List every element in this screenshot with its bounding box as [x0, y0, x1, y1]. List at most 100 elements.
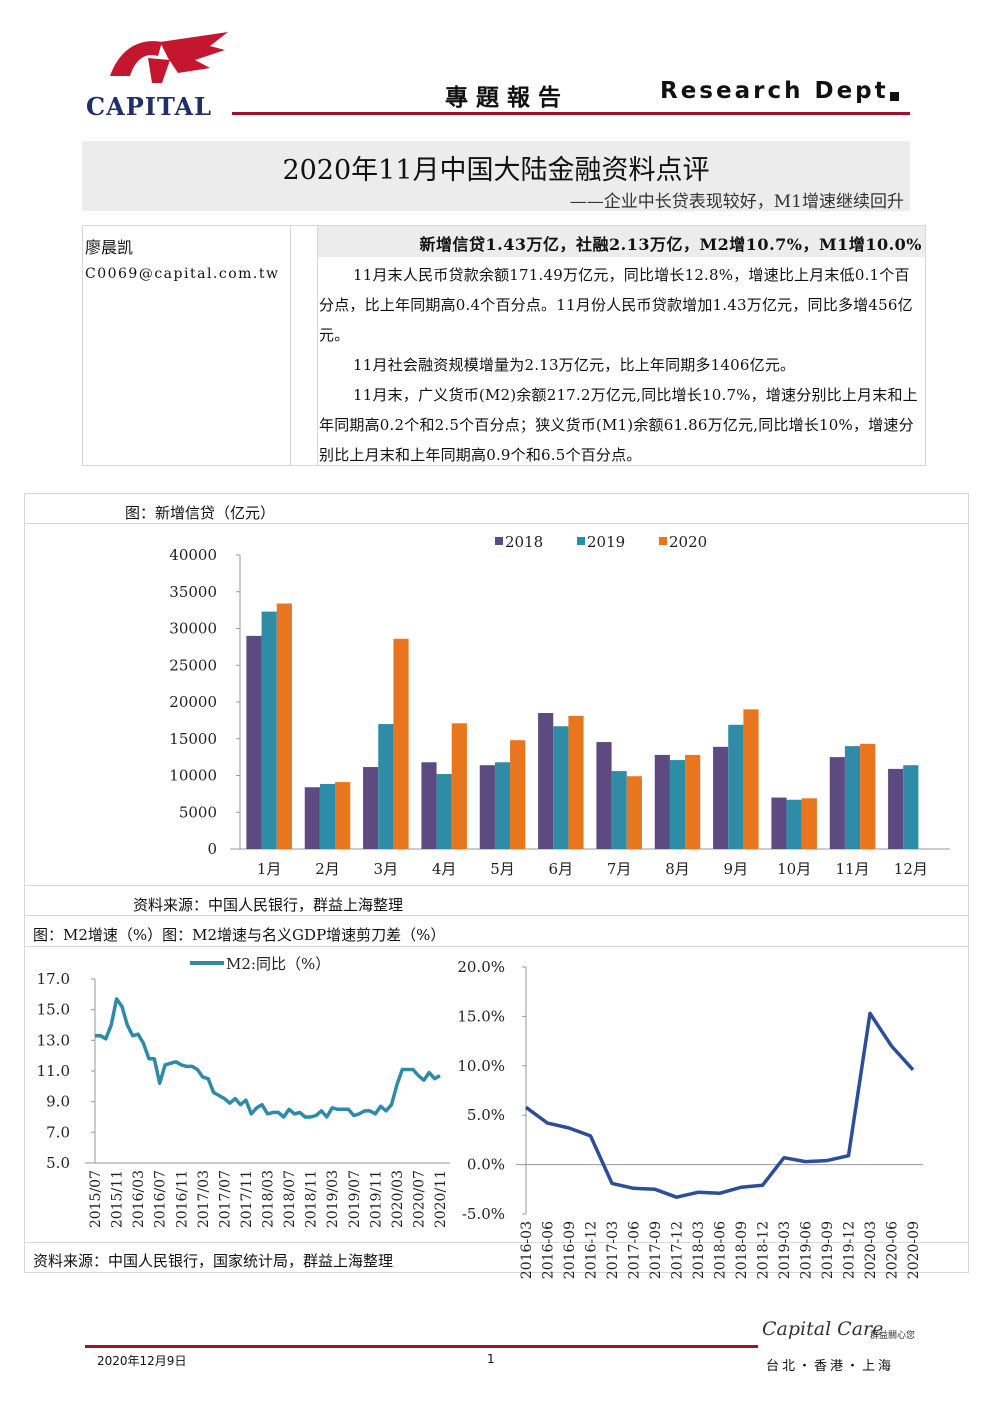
- y-tick-label: 30000: [169, 620, 217, 638]
- bar: [421, 762, 437, 849]
- x-tick-label: 2019/07: [347, 1170, 363, 1228]
- divider: [317, 225, 318, 466]
- y-tick-label: 5.0: [46, 1154, 70, 1172]
- bar: [829, 757, 845, 849]
- y-tick-label: 10.0%: [457, 1057, 505, 1075]
- x-tick-label: 2015/11: [110, 1170, 126, 1228]
- x-tick-label: 2017-12: [670, 1221, 686, 1279]
- bar: [451, 723, 467, 849]
- legend-label: M2:同比（%）: [226, 955, 330, 973]
- x-tick-label: 9月: [724, 860, 749, 878]
- x-tick-label: 2015/07: [88, 1170, 104, 1228]
- x-tick-label: 2017-03: [605, 1221, 621, 1279]
- x-tick-label: 2016-06: [541, 1221, 557, 1279]
- bar: [378, 724, 394, 849]
- footer-brand-cn: 群益關心您: [870, 1331, 916, 1341]
- y-tick-label: 7.0: [46, 1123, 70, 1141]
- bar: [860, 743, 876, 849]
- info-table: [82, 225, 926, 466]
- headline-bg: [318, 226, 925, 257]
- divider: [24, 915, 969, 916]
- legend-swatch: [659, 537, 667, 545]
- x-tick-label: 2018/11: [304, 1170, 320, 1228]
- bar: [304, 787, 320, 849]
- y-tick-label: 15.0: [37, 1001, 70, 1019]
- y-tick-label: 9.0: [46, 1093, 70, 1111]
- bar: [771, 797, 787, 849]
- x-tick-label: 2020-06: [885, 1221, 901, 1279]
- y-tick-label: 15000: [169, 730, 217, 748]
- logo-mark: [110, 32, 228, 83]
- bar: [276, 603, 292, 849]
- paragraph: 11月末人民币贷款余额171.49万亿元，同比增长12.8%，增速比上月末低0.…: [319, 266, 913, 344]
- y-tick-label: 0: [207, 840, 217, 858]
- bar: [844, 746, 861, 849]
- x-tick-label: 2016-12: [584, 1221, 600, 1279]
- y-tick-label: 5000: [179, 803, 217, 821]
- x-tick-label: 1月: [257, 860, 282, 878]
- bar: [903, 765, 919, 849]
- header-dept: Research Dept.: [660, 78, 901, 104]
- x-tick-label: 11月: [835, 860, 869, 878]
- x-tick-label: 10月: [777, 860, 811, 878]
- chart-title: 图：新增信贷（亿元）: [125, 504, 276, 522]
- divider: [24, 946, 969, 947]
- x-tick-label: 7月: [607, 860, 632, 878]
- paragraph: 11月社会融资规模增量为2.13万亿元，比上年同期多1406亿元。: [353, 356, 796, 374]
- divider: [24, 885, 969, 886]
- y-tick-label: 10000: [169, 767, 217, 785]
- x-tick-label: 2018-09: [734, 1221, 750, 1279]
- x-tick-label: 2018/07: [282, 1170, 298, 1228]
- bar: [538, 713, 554, 849]
- bar: [685, 754, 701, 849]
- y-tick-label: 13.0: [37, 1031, 70, 1049]
- chart-title: 图：M2增速与名义GDP增速剪刀差（%）: [162, 926, 446, 944]
- report-title: 2020年11月中国大陆金融资料点评: [282, 155, 710, 186]
- legend-swatch: [577, 537, 585, 545]
- author-name: 廖晨凯: [85, 238, 134, 257]
- chart-titles: 图：M2增速（%）图：M2增速与名义GDP增速剪刀差（%）: [33, 924, 445, 945]
- chart-title: 图：M2增速（%）: [33, 926, 163, 944]
- y-tick-label: 20000: [169, 693, 217, 711]
- divider: [24, 523, 969, 524]
- footer-brand: Capital Care: [762, 1318, 884, 1340]
- x-tick-label: 3月: [374, 860, 399, 878]
- x-tick-label: 2016/03: [131, 1170, 147, 1228]
- bar: [261, 611, 277, 849]
- source: 资料来源：中国人民银行，国家统计局，群益上海整理: [33, 1252, 394, 1270]
- bar: [363, 767, 379, 849]
- bar: [510, 740, 526, 849]
- x-tick-label: 2020/03: [390, 1170, 406, 1228]
- y-tick-label: 40000: [169, 546, 217, 564]
- x-tick-label: 2019/11: [368, 1170, 384, 1228]
- x-tick-label: 2018-03: [691, 1221, 707, 1279]
- x-tick-label: 2016-09: [562, 1221, 578, 1279]
- x-tick-label: 2019-12: [842, 1221, 858, 1279]
- bar: [626, 776, 642, 849]
- x-tick-label: 2019-03: [777, 1221, 793, 1279]
- bar: [393, 638, 409, 849]
- y-tick-label: 17.0: [37, 970, 70, 988]
- x-tick-label: 8月: [665, 860, 690, 878]
- divider: [290, 225, 291, 466]
- bar: [568, 715, 584, 849]
- bar: [335, 782, 351, 849]
- x-tick-label: 2020/07: [411, 1170, 427, 1228]
- x-tick-label: 2月: [315, 860, 340, 878]
- y-tick-label: 0.0%: [467, 1156, 505, 1174]
- x-tick-label: 2016/07: [153, 1170, 169, 1228]
- x-tick-label: 2017-09: [648, 1221, 664, 1279]
- divider: [24, 1242, 969, 1243]
- x-tick-label: 2019/03: [325, 1170, 341, 1228]
- bar: [319, 783, 336, 849]
- bar: [669, 760, 686, 849]
- footer-rule: [85, 1345, 758, 1348]
- paragraph: 11月末，广义货币(M2)余额217.2万亿元,同比增长10.7%，增速分别比上…: [319, 386, 918, 464]
- x-tick-label: 6月: [549, 860, 574, 878]
- x-tick-label: 2019-06: [799, 1221, 815, 1279]
- x-tick-label: 2017-06: [627, 1221, 643, 1279]
- logo-text: CAPITAL: [86, 92, 213, 121]
- legend-label: 2018: [505, 533, 543, 551]
